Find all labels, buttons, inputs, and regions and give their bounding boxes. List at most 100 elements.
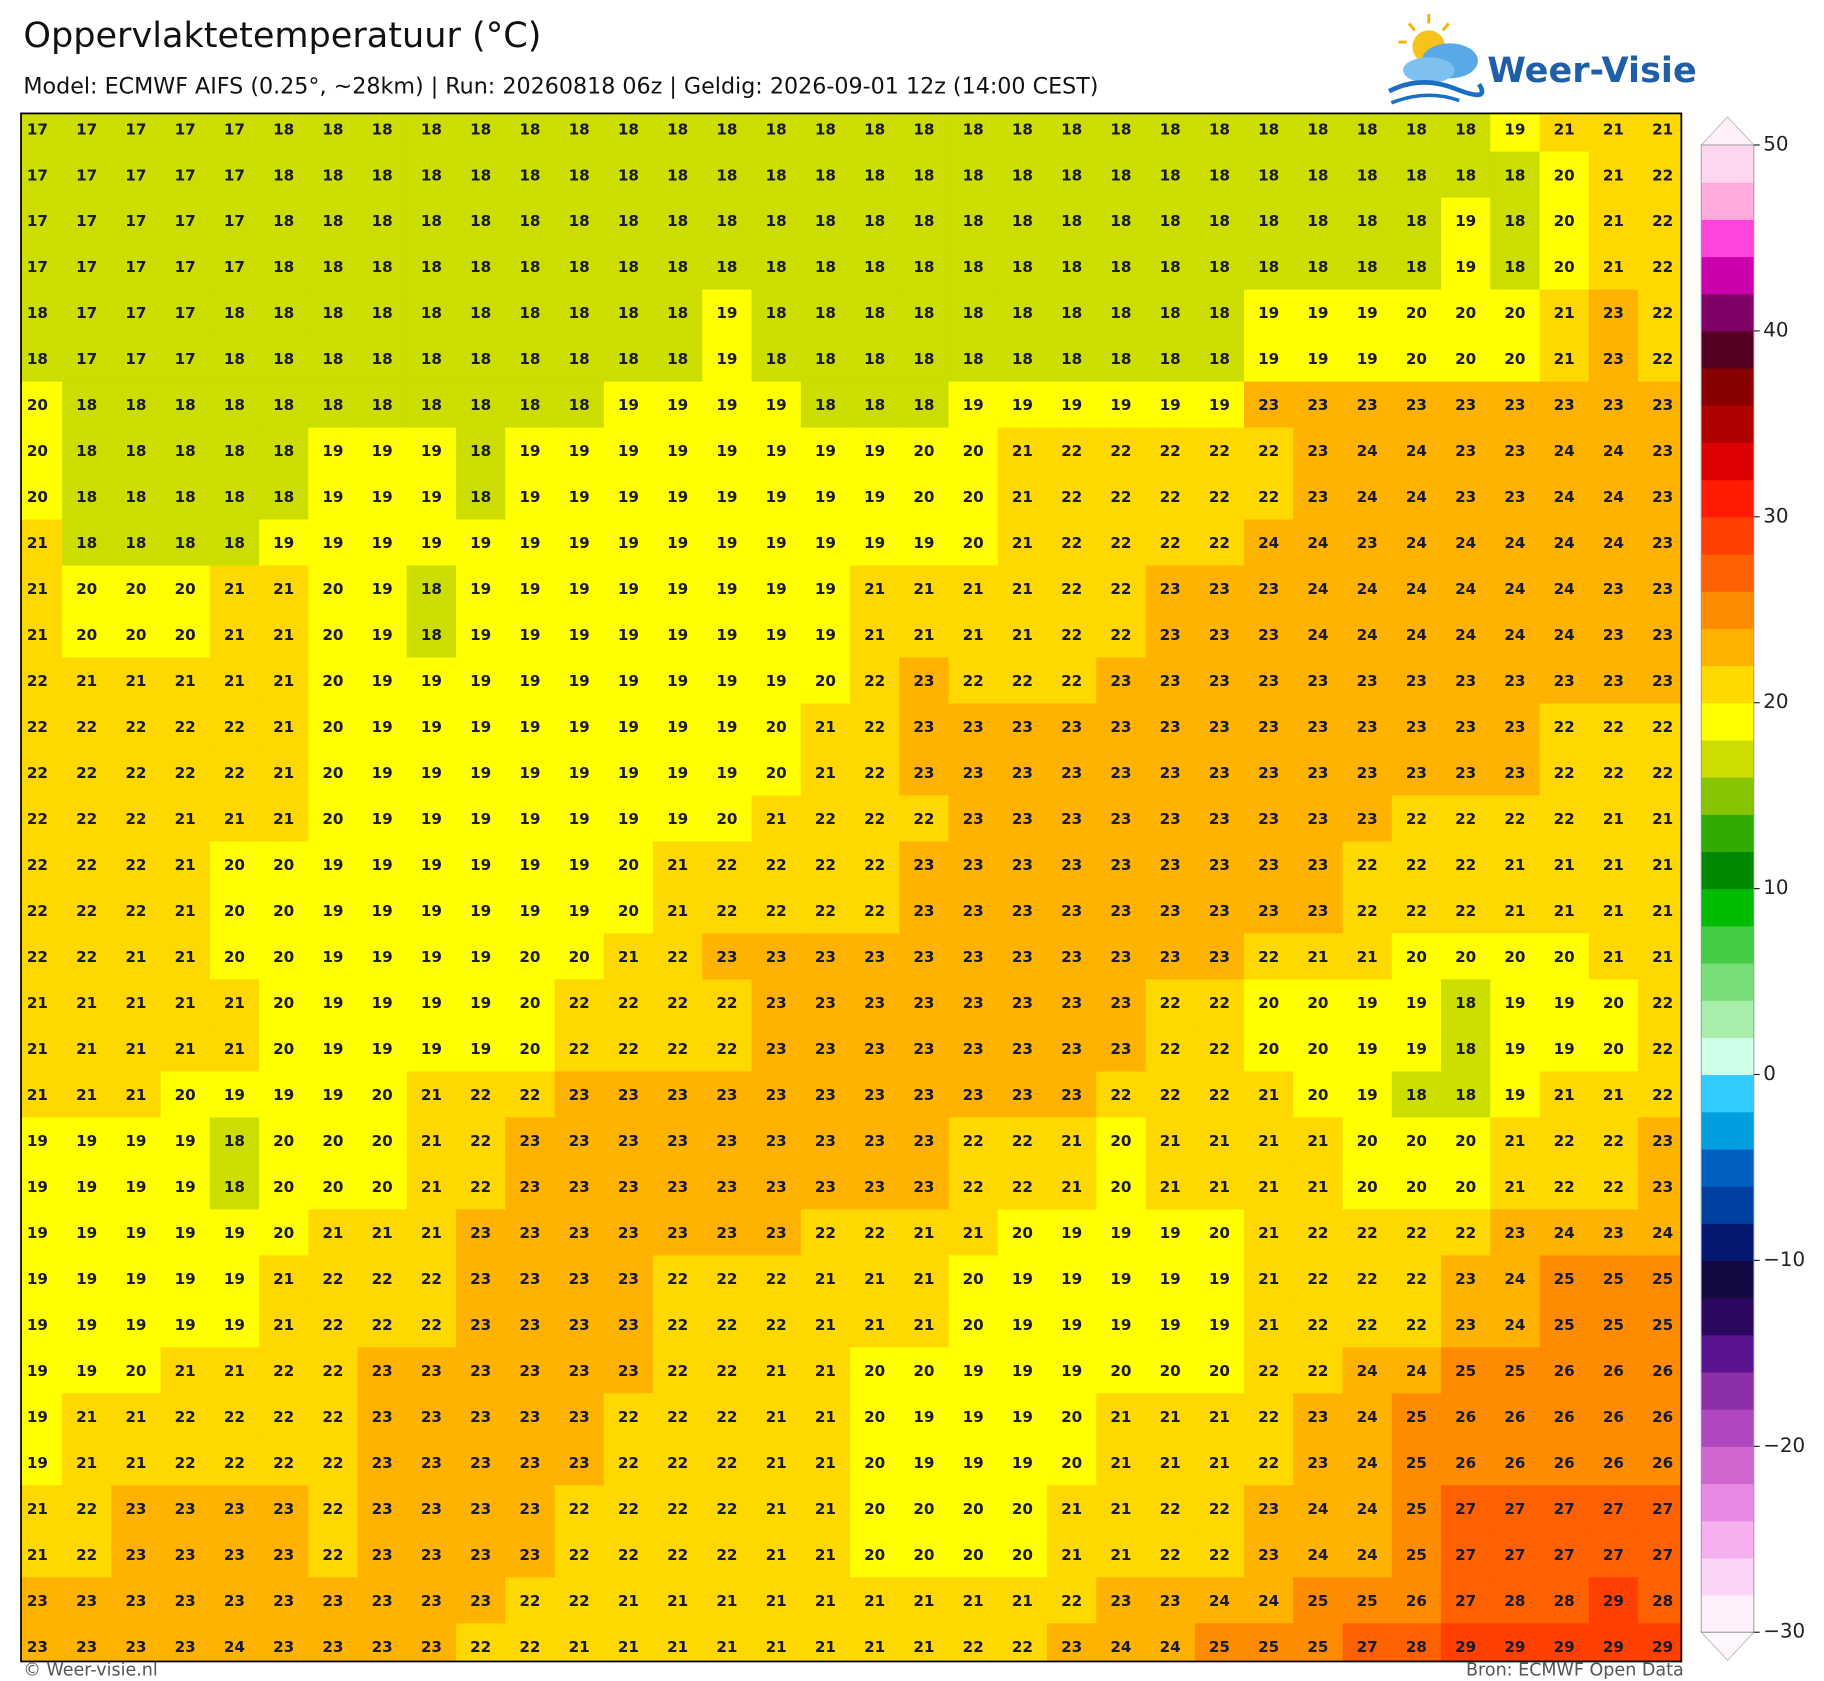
temperature-cell: [554, 473, 605, 521]
temperature-cell: [899, 1439, 950, 1487]
temperature-cell: [1638, 335, 1682, 383]
temperature-cell: [997, 933, 1048, 981]
temperature-cell: [308, 1393, 359, 1441]
temperature-cell: [1293, 703, 1344, 751]
temperature-label: 18: [470, 350, 491, 368]
temperature-cell: [800, 1347, 851, 1395]
temperature-label: 28: [1406, 1638, 1427, 1656]
temperature-label: 22: [1307, 1270, 1328, 1288]
temperature-cell: [160, 979, 211, 1027]
temperature-cell: [653, 519, 703, 567]
temperature-cell: [948, 243, 999, 291]
temperature-label: 23: [766, 1086, 787, 1104]
temperature-cell: [800, 887, 851, 935]
temperature-cell: [1588, 1163, 1639, 1211]
temperature-cell: [1244, 1071, 1294, 1119]
temperature-cell: [1490, 1347, 1541, 1395]
temperature-label: 18: [1307, 258, 1328, 276]
temperature-cell: [62, 565, 112, 613]
temperature-cell: [1145, 1301, 1196, 1349]
temperature-label: 19: [864, 534, 885, 552]
temperature-cell: [1096, 933, 1147, 981]
temperature-label: 19: [569, 764, 590, 782]
temperature-label: 23: [519, 1454, 540, 1472]
colorbar-band: [1701, 814, 1754, 853]
temperature-cell: [751, 335, 802, 383]
temperature-label: 20: [27, 396, 48, 414]
temperature-cell: [209, 151, 260, 199]
temperature-label: 18: [1357, 212, 1378, 230]
temperature-cell: [357, 243, 408, 291]
temperature-label: 21: [963, 580, 984, 598]
temperature-cell: [1490, 335, 1541, 383]
temperature-cell: [505, 197, 556, 245]
temperature-label: 21: [1258, 1270, 1279, 1288]
temperature-cell: [111, 335, 162, 383]
temperature-cell: [997, 289, 1048, 337]
temperature-cell: [62, 657, 112, 705]
temperature-label: 20: [1455, 350, 1476, 368]
temperature-cell: [1342, 565, 1393, 613]
temperature-cell: [209, 657, 260, 705]
temperature-label: 23: [963, 1086, 984, 1104]
temperature-cell: [160, 381, 211, 429]
temperature-label: 23: [1061, 1638, 1082, 1656]
temperature-cell: [62, 1485, 112, 1533]
temperature-label: 23: [1012, 810, 1033, 828]
temperature-label: 22: [766, 1270, 787, 1288]
temperature-label: 23: [1504, 718, 1525, 736]
temperature-label: 18: [815, 396, 836, 414]
temperature-cell: [357, 1393, 408, 1441]
temperature-cell: [456, 151, 506, 199]
temperature-cell: [505, 1255, 556, 1303]
temperature-label: 22: [1406, 810, 1427, 828]
temperature-cell: [751, 1117, 802, 1165]
temperature-label: 20: [766, 718, 787, 736]
temperature-cell: [21, 1577, 63, 1624]
temperature-cell: [1194, 1439, 1245, 1487]
temperature-cell: [554, 749, 605, 797]
temperature-cell: [1293, 933, 1344, 981]
temperature-cell: [308, 1577, 359, 1624]
temperature-label: 22: [1209, 1086, 1230, 1104]
temperature-cell: [1145, 519, 1196, 567]
temperature-label: 17: [76, 258, 97, 276]
temperature-cell: [357, 335, 408, 383]
colorbar-bottom-extend: [1700, 1631, 1755, 1661]
temperature-label: 19: [470, 626, 491, 644]
temperature-label: 20: [1258, 994, 1279, 1012]
temperature-cell: [948, 1025, 999, 1073]
temperature-label: 20: [1012, 1546, 1033, 1564]
temperature-cell: [1441, 1531, 1491, 1578]
temperature-label: 23: [1061, 856, 1082, 874]
temperature-label: 23: [1160, 580, 1181, 598]
temperature-cell: [308, 703, 359, 751]
temperature-label: 19: [372, 626, 393, 644]
temperature-cell: [1293, 1347, 1344, 1395]
temperature-cell: [357, 887, 408, 935]
temperature-label: 18: [421, 396, 442, 414]
temperature-cell: [1145, 749, 1196, 797]
temperature-cell: [1096, 1301, 1147, 1349]
temperature-label: 18: [1258, 258, 1279, 276]
temperature-label: 23: [1307, 1408, 1328, 1426]
temperature-cell: [997, 979, 1048, 1027]
temperature-label: 23: [864, 1132, 885, 1150]
temperature-cell: [308, 197, 359, 245]
temperature-label: 19: [766, 396, 787, 414]
temperature-label: 23: [519, 1546, 540, 1564]
temperature-cell: [1145, 1255, 1196, 1303]
temperature-label: 23: [766, 994, 787, 1012]
temperature-cell: [653, 151, 703, 199]
temperature-label: 20: [1554, 212, 1575, 230]
temperature-label: 22: [76, 948, 97, 966]
temperature-cell: [1244, 1531, 1294, 1578]
temperature-cell: [702, 1209, 753, 1257]
temperature-label: 22: [1061, 580, 1082, 598]
temperature-label: 23: [1209, 856, 1230, 874]
temperature-cell: [62, 381, 112, 429]
temperature-label: 20: [125, 580, 146, 598]
temperature-cell: [948, 795, 999, 843]
temperature-label: 21: [1603, 856, 1624, 874]
colorbar-band: [1701, 1557, 1754, 1596]
